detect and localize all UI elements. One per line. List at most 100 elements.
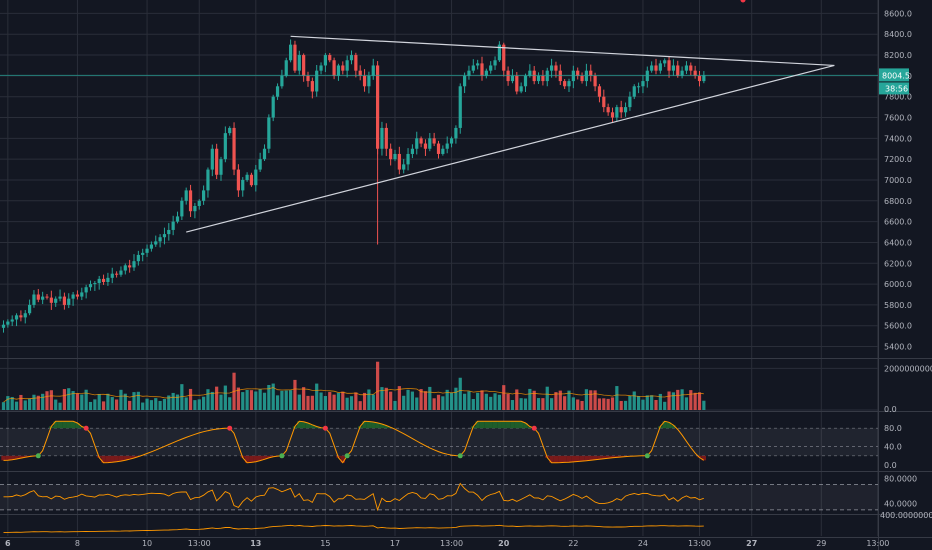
stoch-overbought-fill <box>666 422 672 429</box>
candle-body <box>149 244 153 249</box>
candle-body <box>428 138 432 149</box>
stoch-sell-dot <box>83 425 89 431</box>
volume-bar <box>619 400 623 410</box>
candle-body <box>206 169 210 191</box>
candle-body <box>36 294 40 300</box>
volume-pane[interactable] <box>0 361 878 411</box>
time-tick-label: 13:00 <box>440 539 463 548</box>
volume-bar <box>254 391 258 410</box>
price-tick-label: 8200.0 <box>884 51 912 60</box>
volume-bar <box>502 385 506 410</box>
volume-bar <box>332 394 336 410</box>
volume-bar <box>293 379 297 410</box>
candle-body <box>515 75 519 92</box>
candle-body <box>293 44 297 71</box>
candle-body <box>432 138 436 144</box>
candle-body <box>371 65 375 76</box>
volume-bar <box>628 395 632 410</box>
candle-body <box>10 319 14 322</box>
price-tick-label: 7000.0 <box>884 176 912 185</box>
candle-body <box>445 143 449 149</box>
candle-body <box>345 60 349 71</box>
volume-bar <box>354 392 358 410</box>
candle-body <box>423 143 428 149</box>
volume-bar <box>315 383 319 410</box>
candle-body <box>45 296 49 298</box>
volume-bar <box>106 393 110 410</box>
volume-bar <box>284 390 288 410</box>
price-tick-label: 7600.0 <box>884 114 912 123</box>
rsi-tick-label: 40.0000 <box>884 500 917 509</box>
volume-bar <box>323 396 327 410</box>
volume-bar <box>558 390 562 410</box>
volume-bar <box>541 398 545 410</box>
candle-body <box>241 179 245 191</box>
candle-body <box>567 81 571 87</box>
stoch-overbought-fill <box>488 421 493 429</box>
volume-bar <box>154 398 158 410</box>
stoch-overbought-fill <box>70 421 76 429</box>
stoch-overbought-fill <box>523 423 528 429</box>
volume-bar <box>241 392 245 410</box>
candle-body <box>397 153 401 170</box>
volume-bar <box>128 400 132 410</box>
volume-bar <box>602 398 606 410</box>
stoch-overbought-fill <box>510 421 515 429</box>
candle-body <box>554 65 558 71</box>
candle-body <box>84 287 88 293</box>
rsi-pane[interactable] <box>0 482 878 512</box>
trendline-lower <box>186 64 835 233</box>
price-tick-label: 5400.0 <box>884 343 912 352</box>
volume-bar <box>188 388 193 410</box>
volume-bar <box>419 389 423 410</box>
candle-body <box>67 298 71 305</box>
volume-bar <box>454 387 458 410</box>
stoch-overbought-fill <box>384 425 389 429</box>
stoch-oversold-fill <box>131 455 137 458</box>
candle-body <box>184 190 188 201</box>
volume-bar <box>410 391 414 410</box>
volume-bar <box>202 396 206 410</box>
candle-body <box>332 60 336 76</box>
volume-bar <box>258 389 262 410</box>
rsi-tick-label: 80.0000 <box>884 474 917 483</box>
stoch-oversold-fill <box>257 455 263 461</box>
price-pane[interactable] <box>0 35 878 333</box>
candle-body <box>354 55 358 71</box>
candle-body <box>384 127 388 149</box>
time-axis[interactable]: 6 8 10 13:00 13 15 17 13:00 20 22 24 13:00 27 29 13:00 <box>5 539 889 548</box>
volume-bar <box>141 402 145 410</box>
stoch-overbought-fill <box>662 421 667 429</box>
stoch-rsi-pane[interactable] <box>0 0 878 464</box>
candle-body <box>702 75 706 82</box>
volume-bar <box>306 395 310 410</box>
stoch-overbought-fill <box>484 421 489 429</box>
volume-bar <box>667 391 671 410</box>
stoch-oversold-fill <box>566 455 572 463</box>
stoch-oversold-fill <box>266 455 272 458</box>
candle-body <box>75 294 80 297</box>
candle-body <box>123 265 127 271</box>
volume-bar <box>210 391 214 410</box>
price-axis[interactable]: 5400.0 5600.0 5800.0 6000.0 6200.0 6400.0 6600… <box>879 9 932 520</box>
candle-body <box>550 65 554 71</box>
price-tick-label: 6000.0 <box>884 280 912 289</box>
candle-body <box>41 296 45 300</box>
time-tick-label: 27 <box>746 539 757 548</box>
price-tick-label: 6200.0 <box>884 259 912 268</box>
candle-body <box>632 86 636 97</box>
bottom-indicator-line <box>3 524 704 533</box>
volume-bar <box>593 390 597 410</box>
volume-bar <box>432 398 436 410</box>
bottom-indicator-pane[interactable] <box>3 524 704 533</box>
volume-tick-label: 0.0 <box>884 405 897 414</box>
volume-bar <box>484 393 488 410</box>
stoch-overbought-fill <box>671 425 676 429</box>
time-tick-label: 13:00 <box>688 539 711 548</box>
stoch-overbought-fill <box>57 421 63 429</box>
stoch-band-fill <box>0 428 878 456</box>
candle-body <box>641 81 645 87</box>
